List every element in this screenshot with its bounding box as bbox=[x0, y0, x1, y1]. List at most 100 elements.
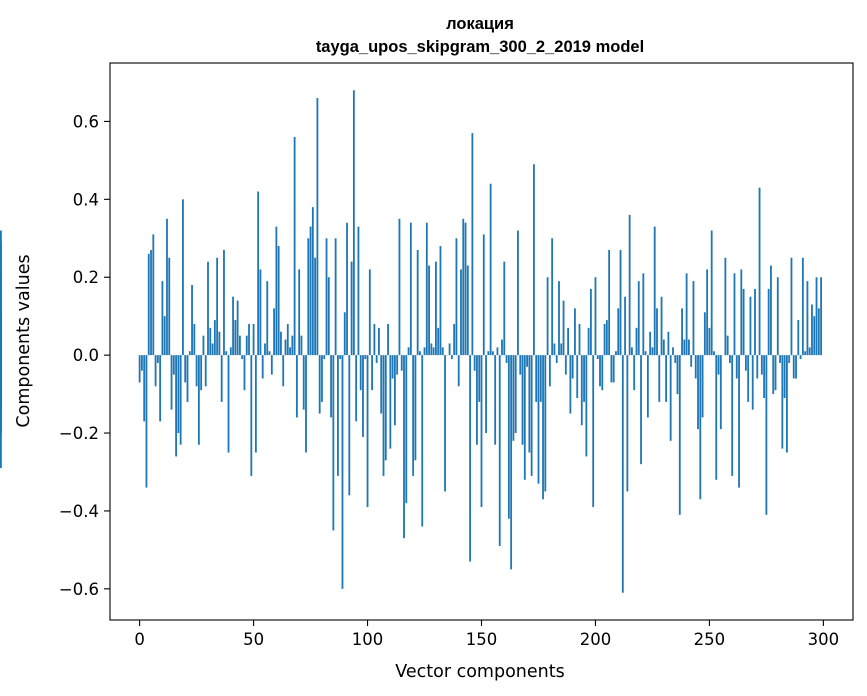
bar-195 bbox=[583, 355, 585, 402]
y-tick-label: 0.2 bbox=[73, 268, 99, 287]
x-tick-label: 250 bbox=[694, 630, 726, 649]
bar-130 bbox=[435, 261, 437, 356]
bar-99 bbox=[364, 355, 367, 360]
bar-117 bbox=[405, 355, 408, 504]
x-axis-ticks: 0 50 100 150 200 250 300 bbox=[134, 620, 839, 649]
bar-74 bbox=[307, 238, 310, 356]
bar-213 bbox=[624, 296, 626, 356]
bar-1 bbox=[141, 355, 143, 371]
bar-66 bbox=[289, 347, 291, 356]
bar-186 bbox=[562, 300, 565, 356]
bar-37 bbox=[223, 249, 225, 356]
bar-59 bbox=[273, 308, 276, 356]
bar-294 bbox=[808, 347, 811, 356]
bar-27 bbox=[200, 355, 203, 391]
y-tick-label: 0.4 bbox=[73, 190, 99, 209]
bar-35 bbox=[218, 331, 221, 356]
bar-128 bbox=[430, 343, 433, 356]
bar-279 bbox=[774, 355, 777, 391]
bar-182 bbox=[553, 343, 556, 356]
bar-40 bbox=[229, 347, 232, 356]
bar-127 bbox=[428, 265, 430, 356]
bar-233 bbox=[669, 355, 672, 441]
bar-94 bbox=[352, 90, 355, 356]
bar-10 bbox=[161, 281, 164, 356]
bar-270 bbox=[754, 288, 756, 356]
bar-93 bbox=[350, 261, 353, 356]
bar-159 bbox=[501, 339, 503, 356]
bar-265 bbox=[742, 288, 745, 356]
bar-217 bbox=[633, 355, 636, 391]
bar-222 bbox=[644, 351, 647, 356]
bar-0 bbox=[138, 355, 141, 383]
bar-undefined bbox=[0, 343, 2, 356]
bar-263 bbox=[738, 355, 740, 488]
y-tick-label: −0.6 bbox=[59, 580, 99, 599]
x-tick-label: 50 bbox=[243, 630, 264, 649]
bar-145 bbox=[469, 355, 472, 562]
bar-146 bbox=[471, 133, 474, 356]
bar-218 bbox=[635, 327, 638, 356]
bar-183 bbox=[555, 355, 558, 363]
y-tick-label: 0.6 bbox=[73, 112, 99, 131]
bar-136 bbox=[448, 343, 451, 356]
bar-252 bbox=[713, 351, 715, 356]
bar-223 bbox=[646, 355, 649, 418]
bar-110 bbox=[389, 355, 392, 449]
bar-241 bbox=[687, 339, 690, 356]
bar-174 bbox=[535, 355, 538, 402]
bar-209 bbox=[615, 351, 617, 356]
bar-26 bbox=[197, 355, 200, 445]
bar-109 bbox=[387, 323, 389, 356]
bar-260 bbox=[731, 355, 734, 476]
bar-275 bbox=[765, 355, 768, 515]
bar-139 bbox=[455, 238, 458, 356]
bar-84 bbox=[330, 355, 332, 418]
bar-212 bbox=[621, 355, 624, 593]
bar-70 bbox=[298, 269, 301, 356]
bar-8 bbox=[156, 355, 159, 363]
bar-123 bbox=[419, 351, 421, 356]
bars-group bbox=[0, 90, 822, 593]
bar-12 bbox=[166, 218, 168, 356]
bar-83 bbox=[327, 277, 330, 356]
bar-147 bbox=[473, 355, 476, 371]
bar-246 bbox=[699, 355, 702, 500]
bar-22 bbox=[188, 351, 191, 356]
bar-91 bbox=[346, 222, 348, 356]
bar-16 bbox=[175, 355, 177, 457]
bar-298 bbox=[817, 308, 820, 356]
bar-148 bbox=[476, 355, 478, 445]
y-tick-label: −0.4 bbox=[59, 502, 99, 521]
bar-179 bbox=[546, 277, 549, 356]
bar-184 bbox=[558, 281, 560, 356]
bar-231 bbox=[665, 355, 668, 402]
bar-255 bbox=[719, 355, 722, 430]
bar-283 bbox=[783, 355, 786, 398]
bar-289 bbox=[797, 320, 800, 356]
bar-234 bbox=[672, 347, 674, 356]
bar-97 bbox=[359, 355, 362, 391]
bar-293 bbox=[806, 281, 809, 356]
bar-43 bbox=[236, 300, 239, 356]
bar-216 bbox=[631, 347, 633, 356]
bar-33 bbox=[213, 320, 216, 356]
bar-226 bbox=[653, 226, 656, 356]
bar-23 bbox=[191, 285, 193, 356]
bar-71 bbox=[300, 335, 303, 356]
bar-28 bbox=[202, 335, 205, 356]
bar-207 bbox=[610, 355, 613, 383]
bar-54 bbox=[261, 355, 264, 379]
bar-14 bbox=[170, 355, 173, 410]
bar-173 bbox=[533, 164, 535, 356]
bar-151 bbox=[482, 234, 485, 356]
bar-62 bbox=[280, 331, 282, 356]
bar-176 bbox=[539, 355, 542, 402]
bar-240 bbox=[685, 273, 688, 356]
bar-254 bbox=[717, 355, 720, 375]
bar-50 bbox=[252, 323, 255, 356]
bar-100 bbox=[366, 355, 369, 508]
bar-208 bbox=[612, 355, 615, 383]
bar-172 bbox=[530, 355, 533, 476]
bar-73 bbox=[305, 355, 307, 453]
